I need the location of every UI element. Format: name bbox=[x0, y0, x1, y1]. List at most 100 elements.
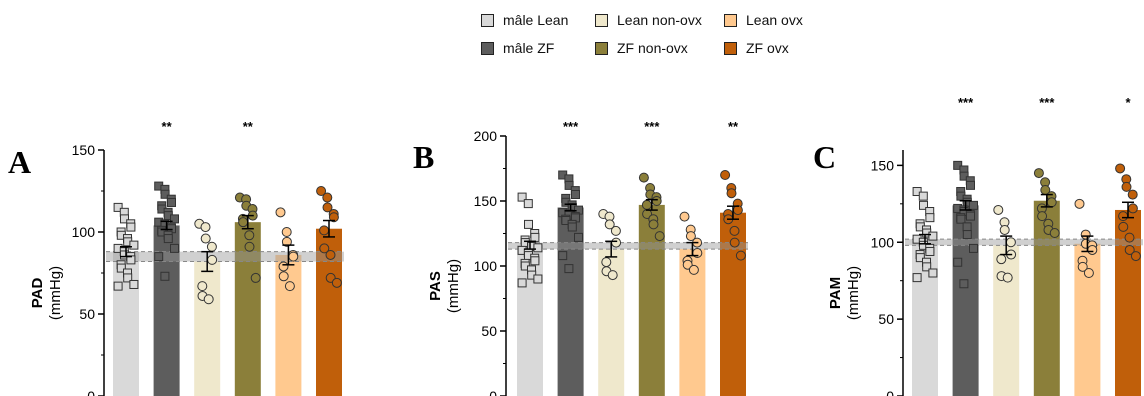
data-point bbox=[328, 212, 339, 223]
data-point bbox=[129, 279, 139, 289]
y-tick-label: 50 bbox=[481, 323, 497, 339]
data-point bbox=[530, 232, 540, 242]
reference-band bbox=[905, 239, 1143, 246]
reference-band bbox=[106, 251, 344, 262]
data-point bbox=[1074, 198, 1085, 209]
data-point bbox=[959, 279, 969, 289]
legend-swatch bbox=[724, 41, 737, 55]
y-tick-label: 0 bbox=[87, 388, 95, 396]
y-axis-label: PAS bbox=[427, 271, 444, 301]
data-point bbox=[966, 211, 975, 221]
data-point bbox=[288, 251, 299, 262]
data-point bbox=[123, 273, 133, 283]
data-point bbox=[564, 180, 574, 190]
data-point bbox=[1121, 181, 1132, 192]
legend: mâle Lean Lean non-ovx Lean ovx mâle ZF … bbox=[0, 0, 1144, 70]
data-point bbox=[1083, 268, 1094, 278]
y-axis-unit: (mmHg) bbox=[445, 259, 462, 313]
data-point bbox=[919, 200, 928, 210]
data-point bbox=[278, 271, 289, 282]
data-point bbox=[206, 241, 217, 252]
significance-label: *** bbox=[1039, 95, 1055, 110]
legend-label: Lean ovx bbox=[746, 12, 803, 28]
y-axis-unit: (mmHg) bbox=[47, 266, 64, 320]
data-point bbox=[523, 199, 533, 209]
legend-item-lean-non-ovx: Lean non-ovx bbox=[595, 12, 702, 28]
y-tick-label: 100 bbox=[72, 224, 96, 240]
data-point bbox=[959, 171, 969, 181]
data-point bbox=[564, 264, 574, 274]
legend-item-lean-ovx: Lean ovx bbox=[724, 12, 803, 28]
data-point bbox=[170, 243, 179, 253]
data-point bbox=[688, 264, 699, 275]
significance-label: *** bbox=[644, 119, 660, 134]
data-point bbox=[999, 224, 1010, 235]
data-point bbox=[685, 231, 696, 242]
y-tick-label: 100 bbox=[871, 234, 895, 250]
data-point bbox=[956, 214, 966, 224]
data-point bbox=[244, 230, 255, 241]
data-point bbox=[331, 277, 342, 288]
data-point bbox=[1115, 163, 1126, 174]
data-point bbox=[601, 257, 612, 268]
data-point bbox=[1127, 189, 1138, 200]
significance-label: * bbox=[1125, 95, 1131, 110]
data-point bbox=[651, 196, 662, 206]
significance-label: ** bbox=[243, 119, 254, 134]
data-point bbox=[1124, 232, 1135, 243]
data-point bbox=[281, 236, 292, 247]
legend-label: ZF non-ovx bbox=[617, 40, 688, 56]
data-point bbox=[207, 254, 218, 265]
data-point bbox=[316, 186, 327, 196]
data-point bbox=[604, 219, 615, 230]
data-point bbox=[203, 294, 214, 305]
data-point bbox=[726, 188, 737, 199]
y-axis-label: PAD bbox=[29, 278, 46, 309]
data-point bbox=[1046, 197, 1057, 208]
reference-band bbox=[508, 242, 748, 250]
data-point bbox=[281, 227, 292, 237]
data-point bbox=[571, 190, 580, 199]
data-point bbox=[607, 270, 618, 281]
data-point bbox=[1118, 211, 1129, 222]
data-point bbox=[912, 187, 922, 197]
data-point bbox=[918, 191, 928, 201]
data-point bbox=[962, 230, 972, 240]
data-point bbox=[278, 261, 289, 272]
y-tick-label: 50 bbox=[878, 311, 894, 327]
data-point bbox=[533, 274, 543, 284]
data-point bbox=[163, 234, 173, 244]
data-point bbox=[1049, 228, 1060, 239]
data-point bbox=[641, 199, 652, 210]
data-point bbox=[530, 256, 540, 266]
data-point bbox=[993, 204, 1004, 215]
data-point bbox=[1118, 221, 1129, 232]
legend-swatch bbox=[724, 13, 737, 27]
data-point bbox=[284, 281, 295, 292]
data-point bbox=[319, 243, 330, 254]
data-point bbox=[1124, 244, 1135, 255]
data-point bbox=[654, 231, 665, 242]
data-point bbox=[953, 160, 963, 170]
significance-label: ** bbox=[728, 119, 739, 134]
legend-item-male-zf: mâle ZF bbox=[481, 40, 554, 56]
y-tick-label: 150 bbox=[474, 193, 498, 209]
data-point bbox=[611, 237, 622, 248]
data-point bbox=[558, 251, 568, 261]
legend-swatch bbox=[595, 41, 608, 55]
data-point bbox=[1037, 211, 1048, 222]
data-point bbox=[928, 231, 938, 241]
data-point bbox=[113, 202, 123, 212]
chart-panel-a: A PAD (mmHg) 0 50 100 150 ** ** bbox=[8, 119, 344, 396]
data-point bbox=[729, 237, 740, 248]
data-point bbox=[322, 192, 333, 203]
data-point bbox=[1080, 229, 1091, 240]
data-point bbox=[533, 243, 543, 253]
legend-label: mâle ZF bbox=[503, 40, 555, 56]
data-point bbox=[912, 273, 922, 283]
data-point bbox=[567, 222, 577, 232]
data-point bbox=[1077, 261, 1088, 272]
significance-label: ** bbox=[162, 119, 173, 134]
data-point bbox=[925, 213, 935, 223]
